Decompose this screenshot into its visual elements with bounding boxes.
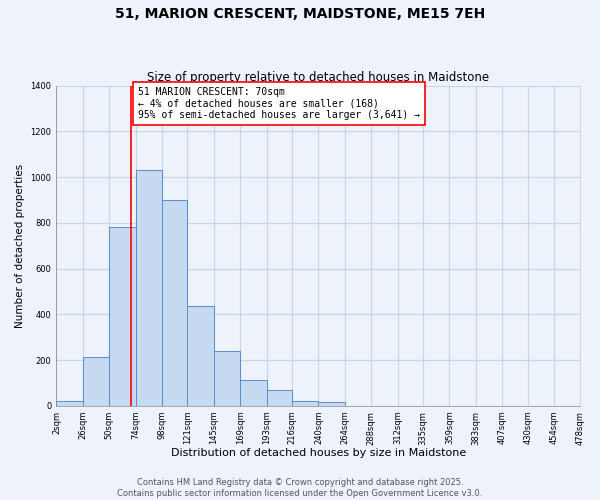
Text: 51 MARION CRESCENT: 70sqm
← 4% of detached houses are smaller (168)
95% of semi-: 51 MARION CRESCENT: 70sqm ← 4% of detach… (138, 87, 420, 120)
Bar (136, 170, 162, 406)
Bar (187, 306, 214, 406)
Bar (109, 228, 136, 406)
Bar (162, 200, 187, 406)
Bar (319, 402, 345, 406)
Bar (240, 380, 267, 406)
Bar (83, 356, 109, 406)
Bar (267, 390, 292, 406)
Bar (56, 402, 83, 406)
Bar (292, 402, 319, 406)
Title: Size of property relative to detached houses in Maidstone: Size of property relative to detached ho… (148, 72, 490, 85)
Text: Contains HM Land Registry data © Crown copyright and database right 2025.
Contai: Contains HM Land Registry data © Crown c… (118, 478, 482, 498)
Text: 51, MARION CRESCENT, MAIDSTONE, ME15 7EH: 51, MARION CRESCENT, MAIDSTONE, ME15 7EH (115, 8, 485, 22)
Bar (214, 350, 240, 406)
Y-axis label: Number of detached properties: Number of detached properties (15, 164, 25, 328)
X-axis label: Distribution of detached houses by size in Maidstone: Distribution of detached houses by size … (171, 448, 466, 458)
